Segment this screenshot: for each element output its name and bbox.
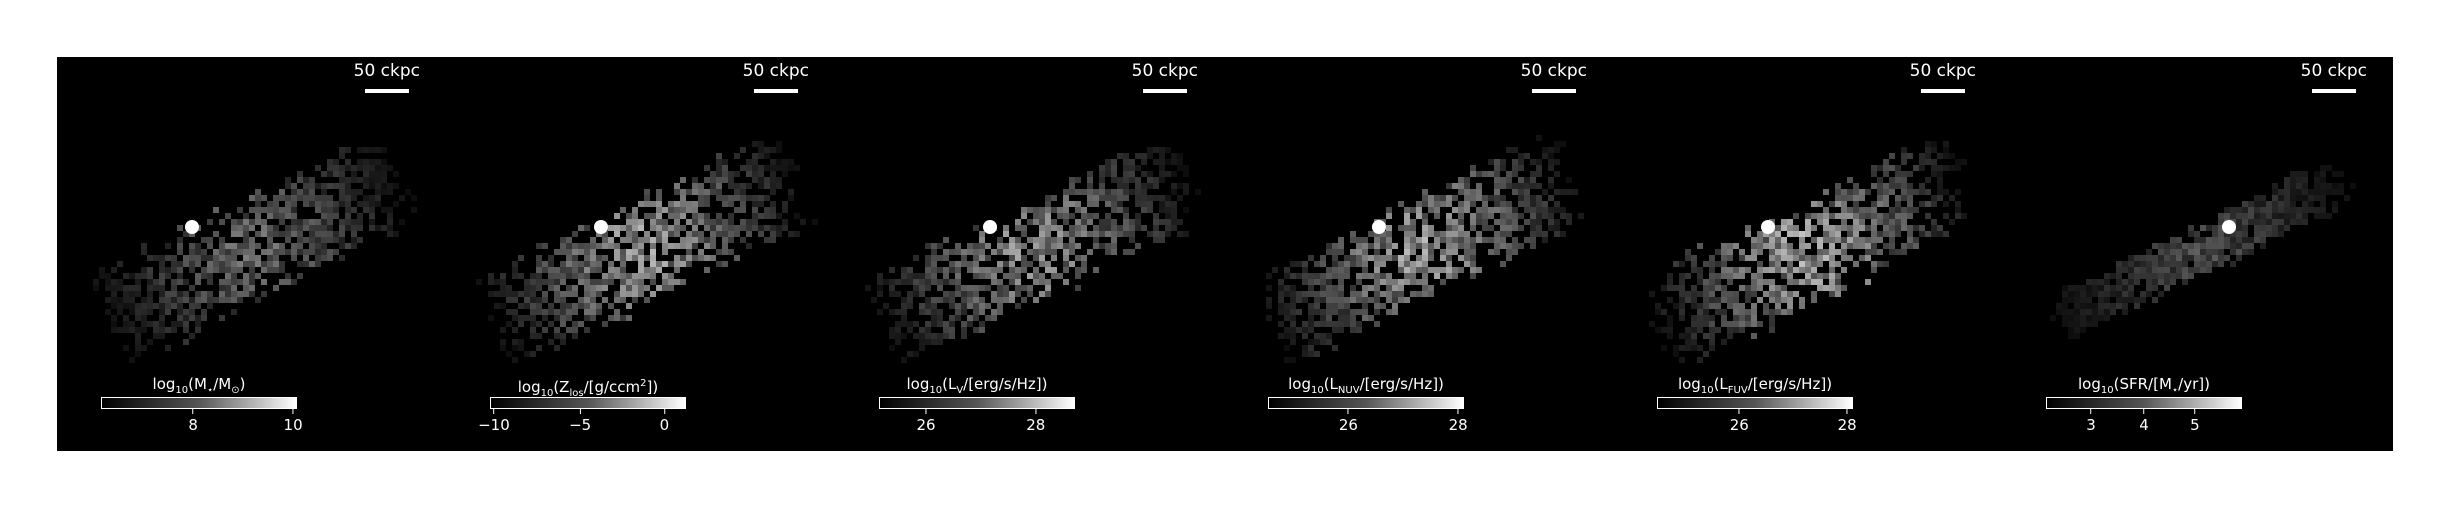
scale-bar: 50 ckpc xyxy=(743,61,809,93)
colorbar-tick-label: 10 xyxy=(284,409,303,434)
colorbar-gradient xyxy=(2046,397,2242,409)
panel-metallicity: 50 ckpc log10(Zlos/[g/ccm2]) −10 −5 0 xyxy=(446,57,835,451)
colorbar-tick-label: 4 xyxy=(2139,409,2149,434)
scale-bar-label: 50 ckpc xyxy=(1909,61,1976,81)
panel-sfr: 50 ckpc log10(SFR/[M⋆/yr]) 3 4 5 xyxy=(2002,57,2393,451)
colorbar-gradient xyxy=(490,397,686,409)
scale-bar: 50 ckpc xyxy=(2301,61,2367,93)
image-strip: 50 ckpc log10(M⋆/M⊙) 8 10 50 ckpc log10(Z… xyxy=(57,57,2393,451)
colorbar-gradient xyxy=(101,397,297,409)
scale-bar: 50 ckpc xyxy=(1132,61,1198,93)
colorbar-tick-label: 8 xyxy=(188,409,198,434)
colorbar-tick-label: 26 xyxy=(1339,409,1358,434)
colorbar-sfr: log10(SFR/[M⋆/yr]) 3 4 5 xyxy=(2046,374,2242,434)
stellar-mass-map xyxy=(93,147,417,363)
colorbar-tick-label: −5 xyxy=(569,409,591,434)
scale-bar-label: 50 ckpc xyxy=(1131,61,1198,81)
colorbar-ticks: −10 −5 0 xyxy=(478,409,686,434)
scale-bar: 50 ckpc xyxy=(1910,61,1976,93)
colorbar-luminosity-nuv: log10(LNUV/[erg/s/Hz]) 26 28 xyxy=(1268,374,1468,434)
colorbar-luminosity-v: log10(LV/[erg/s/Hz]) 26 28 xyxy=(879,374,1075,434)
luminosity-nuv-map xyxy=(1266,135,1584,363)
colorbar-tick-label: 5 xyxy=(2190,409,2200,434)
scale-bar-line xyxy=(364,89,409,93)
colorbar-ticks: 26 28 xyxy=(1268,409,1468,434)
panel-luminosity-nuv: 50 ckpc log10(LNUV/[erg/s/Hz]) 26 28 xyxy=(1224,57,1613,451)
scale-bar-line xyxy=(1920,89,1965,93)
scale-bar: 50 ckpc xyxy=(1521,61,1587,93)
colorbar-label: log10(SFR/[M⋆/yr]) xyxy=(2078,375,2210,396)
scale-bar-line xyxy=(1531,89,1576,93)
colorbar-luminosity-fuv: log10(LFUV/[erg/s/Hz]) 26 28 xyxy=(1657,374,1857,434)
luminosity-fuv-map xyxy=(1649,141,1967,363)
colorbar-tick-label: 28 xyxy=(1449,409,1468,434)
scale-bar-label: 50 ckpc xyxy=(1520,61,1587,81)
colorbar-ticks: 3 4 5 xyxy=(2046,409,2242,434)
scale-bar-line xyxy=(753,89,798,93)
colorbar-label: log10(LV/[erg/s/Hz]) xyxy=(906,375,1048,396)
colorbar-tick-label: 28 xyxy=(1026,409,1045,434)
scale-bar-line xyxy=(2311,89,2356,93)
panel-luminosity-fuv: 50 ckpc log10(LFUV/[erg/s/Hz]) 26 28 xyxy=(1613,57,2002,451)
colorbar-ticks: 26 28 xyxy=(879,409,1075,434)
colorbar-tick-label: 26 xyxy=(1730,409,1749,434)
colorbar-metallicity: log10(Zlos/[g/ccm2]) −10 −5 0 xyxy=(478,374,686,434)
panel-stellar-mass: 50 ckpc log10(M⋆/M⊙) 8 10 xyxy=(57,57,446,451)
colorbar-tick-label: 0 xyxy=(660,409,670,434)
scale-bar-line xyxy=(1142,89,1187,93)
colorbar-label: log10(Zlos/[g/ccm2]) xyxy=(517,378,659,399)
colorbar-tick-label: 28 xyxy=(1838,409,1857,434)
scale-bar-label: 50 ckpc xyxy=(2300,61,2367,81)
colorbar-tick-label: 3 xyxy=(2086,409,2096,434)
colorbar-label: log10(LNUV/[erg/s/Hz]) xyxy=(1288,375,1444,396)
colorbar-ticks: 8 10 xyxy=(101,409,302,434)
colorbar-tick-label: 26 xyxy=(916,409,935,434)
metallicity-map xyxy=(476,141,818,363)
luminosity-v-map xyxy=(865,147,1201,363)
colorbar-label: log10(LFUV/[erg/s/Hz]) xyxy=(1677,375,1833,396)
colorbar-tick-label: −10 xyxy=(478,409,510,434)
colorbar-gradient xyxy=(1268,397,1464,409)
scale-bar: 50 ckpc xyxy=(354,61,420,93)
colorbar-stellar-mass: log10(M⋆/M⊙) 8 10 xyxy=(101,374,303,434)
colorbar-label: log10(M⋆/M⊙) xyxy=(152,375,246,396)
colorbar-ticks: 26 28 xyxy=(1657,409,1857,434)
panel-luminosity-v: 50 ckpc log10(LV/[erg/s/Hz]) 26 28 xyxy=(835,57,1224,451)
colorbar-gradient xyxy=(879,397,1075,409)
scale-bar-label: 50 ckpc xyxy=(353,61,420,81)
sfr-map xyxy=(2050,165,2356,339)
scale-bar-label: 50 ckpc xyxy=(742,61,809,81)
colorbar-gradient xyxy=(1657,397,1853,409)
